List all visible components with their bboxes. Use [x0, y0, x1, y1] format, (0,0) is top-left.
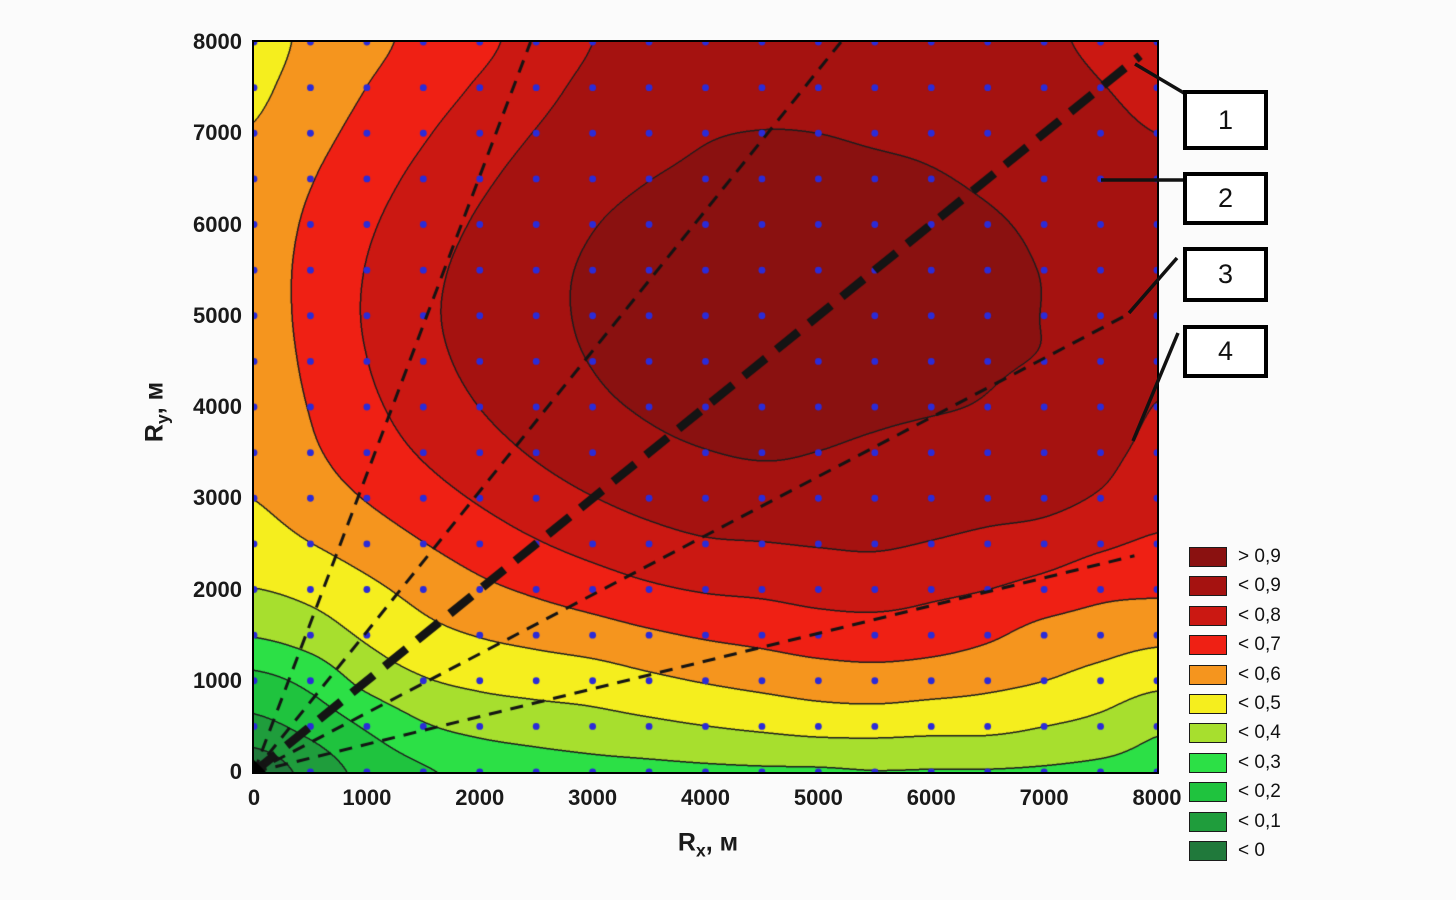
legend-row-8: < 0,2 — [1189, 781, 1281, 803]
legend-swatch — [1189, 605, 1227, 626]
legend-label: < 0 — [1238, 840, 1265, 861]
y-tick-label-8000: 8000 — [193, 29, 242, 54]
x-axis-unit: , м — [705, 828, 739, 857]
y-tick-label-1000: 1000 — [193, 667, 242, 693]
legend-label: < 0,3 — [1238, 751, 1281, 773]
y-tick-label-2000: 2000 — [193, 576, 242, 602]
contour-plot-canvas — [254, 42, 1157, 772]
y-tick-label-4000: 4000 — [193, 394, 242, 419]
legend-label: < 0,6 — [1238, 663, 1281, 685]
legend-swatch — [1189, 576, 1227, 597]
x-tick-label-7000: 7000 — [1019, 785, 1069, 810]
legend-row-2: < 0,8 — [1189, 605, 1281, 627]
legend-row-5: < 0,5 — [1189, 693, 1281, 715]
x-axis-symbol: R — [677, 828, 696, 857]
callout-number: 1 — [1217, 104, 1234, 135]
x-tick-label-2000: 2000 — [455, 785, 505, 810]
legend-swatch — [1189, 811, 1227, 832]
y-tick-label-5000: 5000 — [193, 302, 242, 328]
legend-swatch — [1189, 841, 1227, 861]
legend-swatch — [1189, 547, 1227, 567]
callout-box-1: 1 — [1183, 90, 1268, 150]
y-axis-title: Ry, м — [141, 382, 174, 442]
y-tick-label-7000: 7000 — [193, 120, 242, 146]
legend-swatch — [1189, 752, 1227, 773]
x-tick-label-3000: 3000 — [568, 785, 618, 810]
legend-row-1: < 0,9 — [1189, 575, 1281, 597]
x-tick-label-0: 0 — [247, 785, 261, 810]
legend-swatch — [1189, 782, 1227, 803]
legend-row-7: < 0,3 — [1189, 752, 1281, 774]
x-tick-label-4000: 4000 — [681, 785, 730, 810]
x-axis-title: Rx, м — [678, 829, 738, 862]
legend-row-10: < 0 — [1189, 840, 1265, 862]
legend-row-0: > 0,9 — [1189, 546, 1281, 568]
legend-label: < 0,5 — [1238, 693, 1281, 714]
legend-label: < 0,2 — [1238, 781, 1281, 803]
callout-box-2: 2 — [1183, 172, 1268, 225]
callout-number: 4 — [1217, 336, 1234, 366]
legend-row-6: < 0,4 — [1189, 722, 1281, 744]
legend-label: < 0,1 — [1238, 810, 1281, 832]
x-axis-subscript: x — [695, 840, 706, 861]
y-axis-subscript: y — [152, 414, 173, 425]
plot-frame — [252, 40, 1159, 774]
legend-swatch — [1189, 723, 1227, 744]
legend-label: < 0,8 — [1238, 604, 1281, 626]
callout-box-3: 3 — [1183, 247, 1268, 302]
callout-number: 2 — [1217, 183, 1234, 213]
x-tick-label-8000: 8000 — [1132, 785, 1182, 810]
legend-row-4: < 0,6 — [1189, 664, 1281, 686]
legend-label: < 0,7 — [1238, 634, 1281, 656]
legend-swatch — [1189, 664, 1227, 685]
y-tick-label-6000: 6000 — [193, 211, 242, 237]
legend-swatch — [1189, 635, 1227, 656]
callout-number: 3 — [1217, 259, 1234, 289]
y-axis-symbol: R — [140, 424, 169, 443]
legend-label: > 0,9 — [1238, 546, 1281, 567]
legend-row-9: < 0,1 — [1189, 811, 1281, 833]
x-tick-label-6000: 6000 — [906, 785, 956, 810]
legend-label: < 0,4 — [1238, 722, 1281, 744]
callout-box-4: 4 — [1183, 325, 1268, 378]
legend-swatch — [1189, 694, 1227, 714]
y-axis-unit: , м — [140, 381, 169, 415]
legend-label: < 0,9 — [1238, 575, 1281, 597]
y-tick-label-0: 0 — [229, 759, 242, 784]
legend-row-3: < 0,7 — [1189, 634, 1281, 656]
y-tick-label-3000: 3000 — [193, 485, 242, 511]
x-tick-label-1000: 1000 — [342, 785, 392, 810]
x-tick-label-5000: 5000 — [793, 785, 843, 810]
